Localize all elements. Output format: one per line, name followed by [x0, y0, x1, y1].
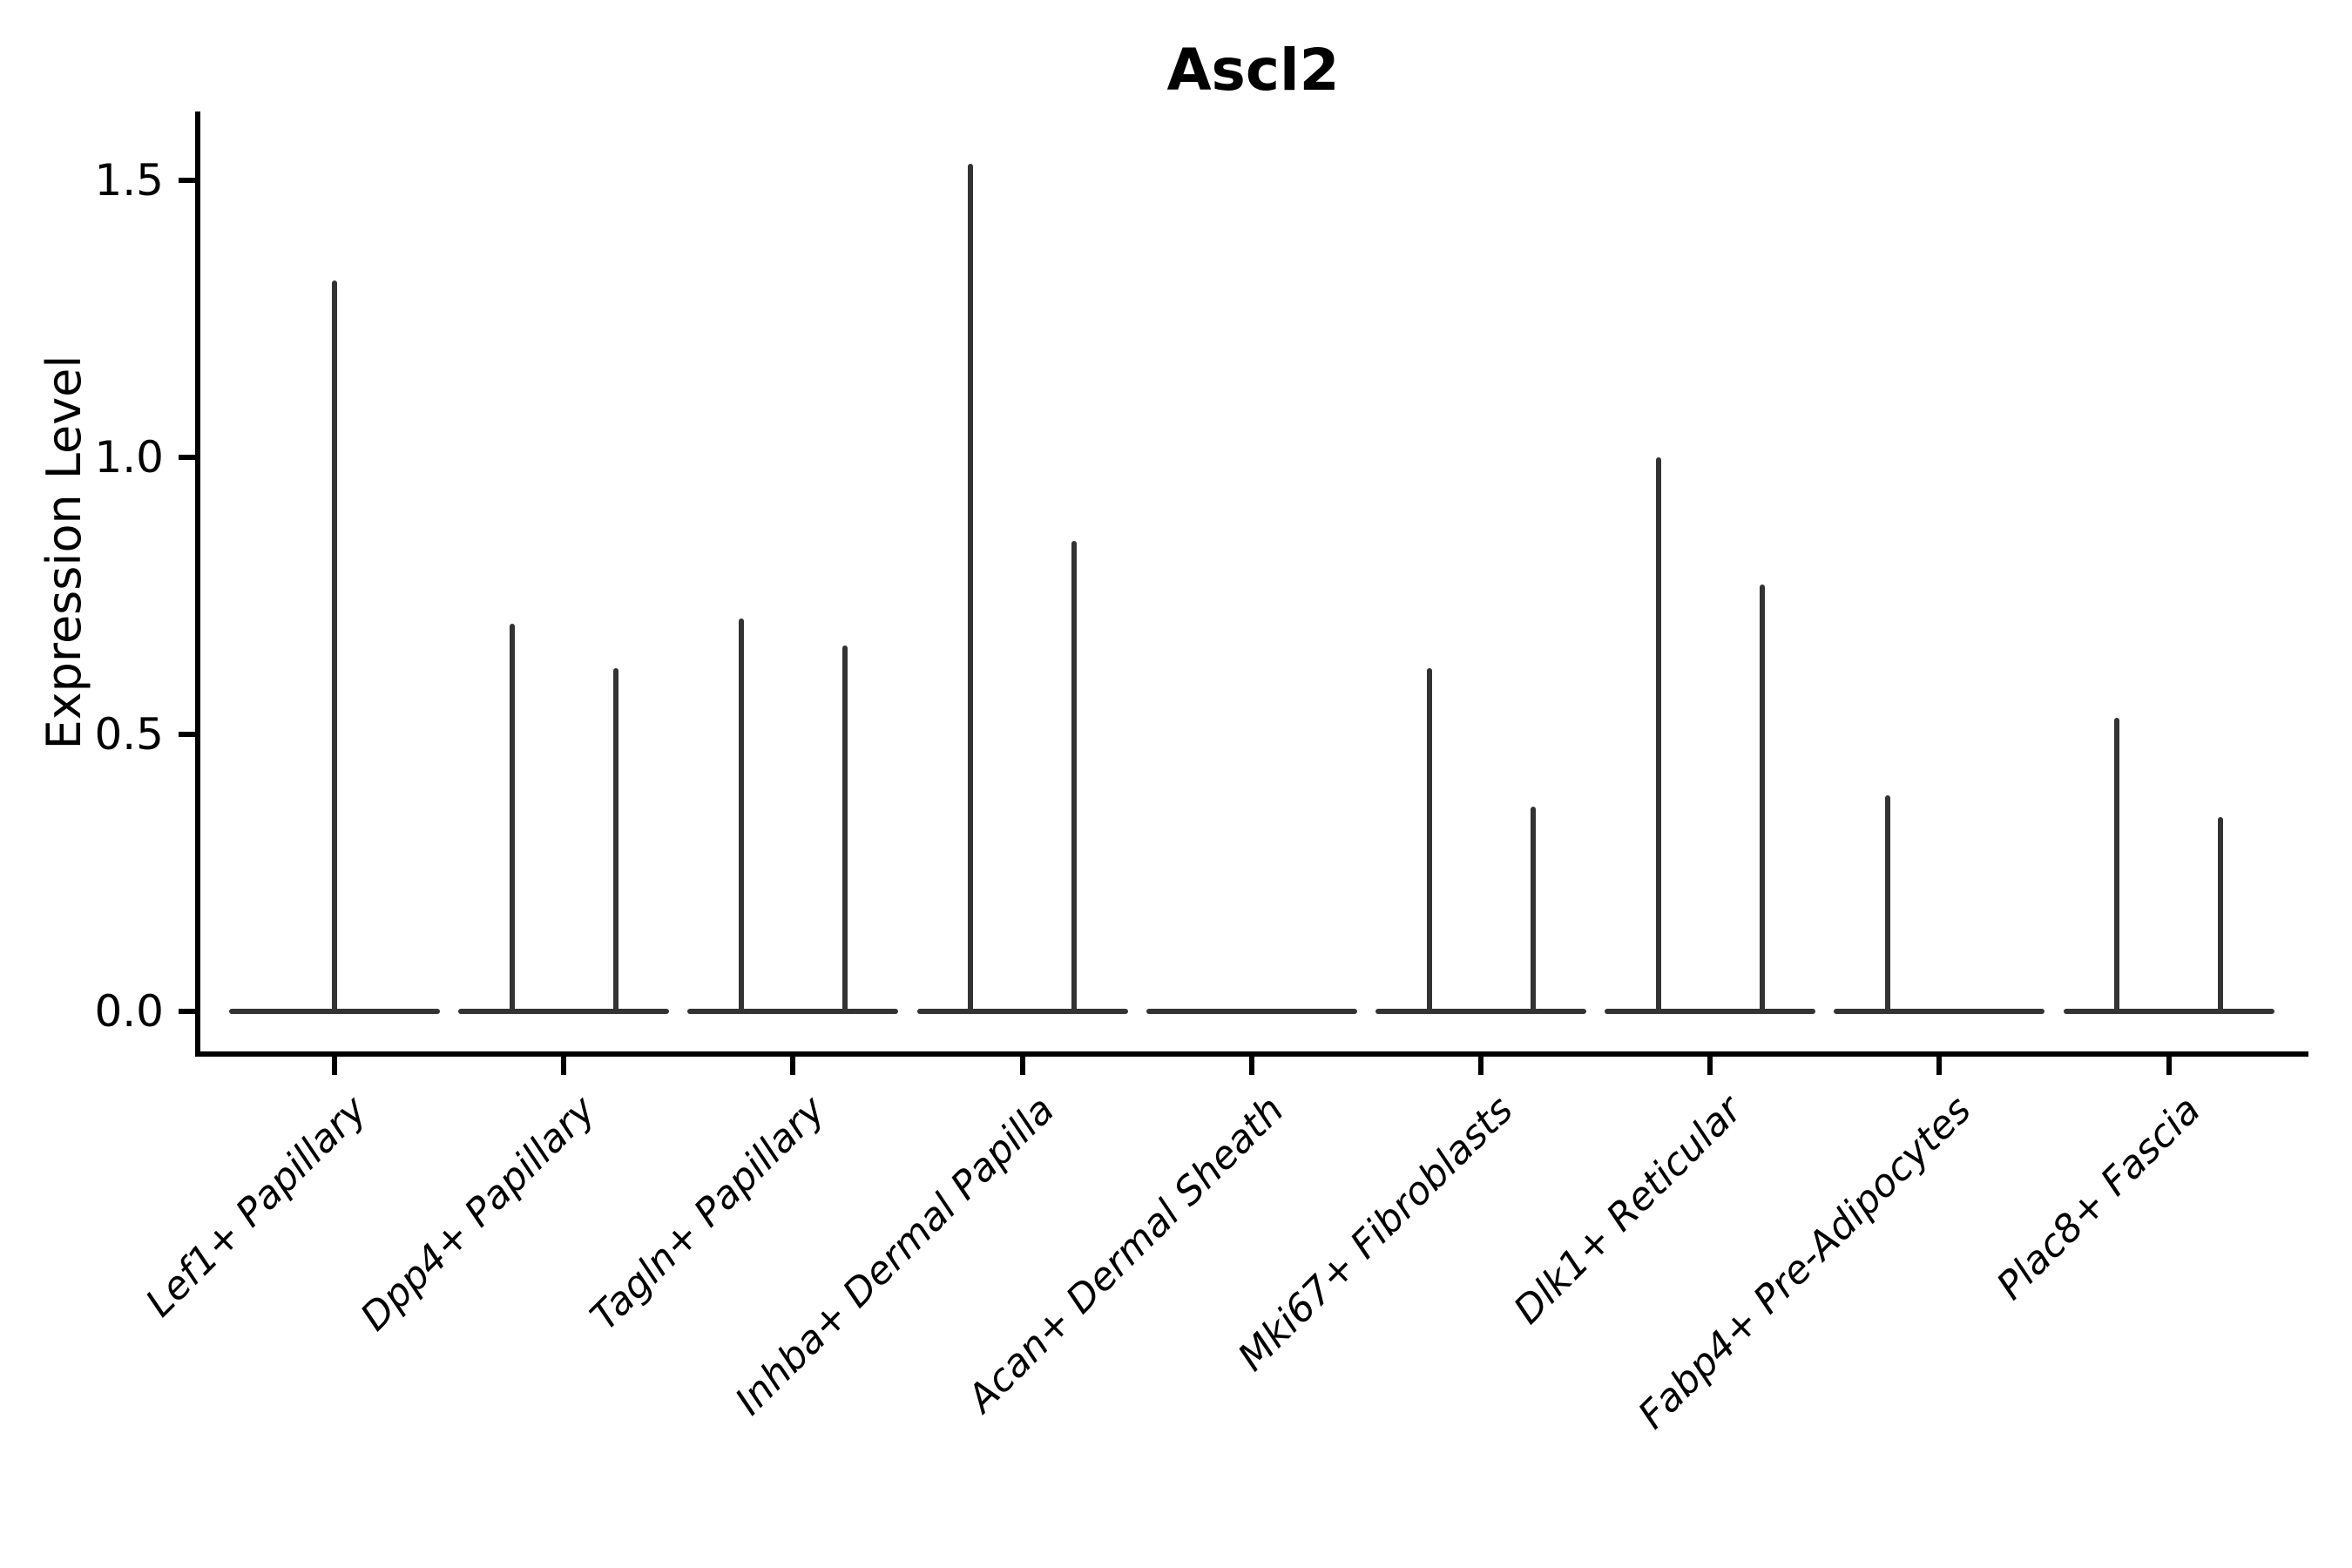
violin-spike [1071, 540, 1078, 1014]
violin-body [1375, 1009, 1586, 1014]
x-tick-label: Dpp4+ Papillary [352, 1087, 605, 1340]
x-tick-mark [2166, 1054, 2172, 1075]
chart-title: Ascl2 [1166, 37, 1340, 104]
x-tick-label: Dlk1+ Reticular [1505, 1087, 1751, 1333]
violin-spike [1530, 806, 1536, 1014]
x-tick-mark [1707, 1054, 1713, 1075]
y-tick-label: 1.0 [94, 432, 164, 483]
x-tick-mark [1248, 1054, 1254, 1075]
violin-spike [738, 618, 744, 1014]
violin-spike [968, 164, 974, 1014]
x-tick-mark [1019, 1054, 1025, 1075]
x-tick-mark [332, 1054, 337, 1075]
violin-body [1146, 1009, 1357, 1014]
violin-spike [509, 623, 515, 1014]
y-tick-mark [179, 1009, 198, 1014]
violin-body [2063, 1009, 2274, 1014]
violin-body [916, 1009, 1128, 1014]
violin-body [458, 1009, 670, 1014]
violin-spike [1759, 585, 1765, 1014]
y-tick-mark [179, 178, 198, 184]
x-tick-mark [1478, 1054, 1484, 1075]
y-tick-label: 0.5 [94, 709, 164, 760]
y-tick-mark [179, 455, 198, 461]
x-tick-label: Plac8+ Fascia [1988, 1087, 2210, 1308]
violin-spike [841, 645, 848, 1014]
y-axis-spine [195, 112, 200, 1057]
x-tick-mark [790, 1054, 796, 1075]
x-tick-label: Tagln+ Papillary [582, 1087, 835, 1340]
y-axis-label: Expression Level [37, 355, 91, 750]
x-tick-mark [1936, 1054, 1943, 1075]
violin-body [687, 1009, 899, 1014]
x-tick-mark [561, 1054, 567, 1075]
violin-spike [1426, 667, 1432, 1014]
violin-spike [2218, 817, 2224, 1014]
violin-body [1605, 1009, 1816, 1014]
y-tick-label: 1.5 [94, 155, 164, 206]
violin-spike [1884, 795, 1890, 1014]
violin-spike [612, 667, 618, 1014]
violin-spike [332, 280, 337, 1014]
y-tick-mark [179, 732, 198, 738]
violin-spike [1655, 457, 1661, 1014]
x-tick-label: Lef1+ Papillary [137, 1087, 375, 1326]
y-tick-label: 0.0 [94, 986, 164, 1037]
violin-spike [2114, 718, 2120, 1014]
violin-body [1834, 1009, 2045, 1014]
